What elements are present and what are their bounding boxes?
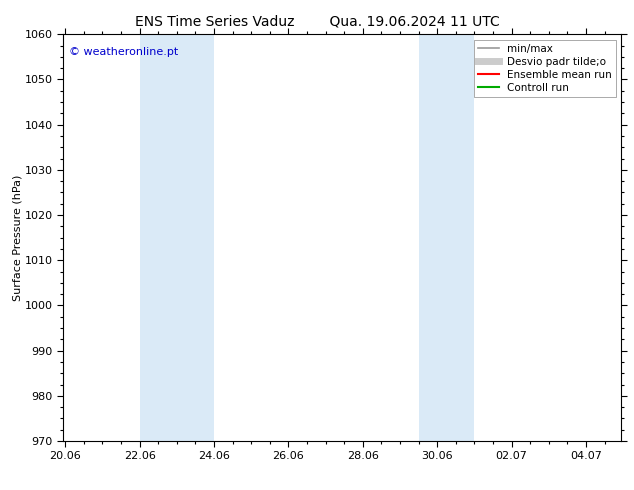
Text: © weatheronline.pt: © weatheronline.pt xyxy=(69,47,178,56)
Text: ENS Time Series Vaduz        Qua. 19.06.2024 11 UTC: ENS Time Series Vaduz Qua. 19.06.2024 11… xyxy=(134,15,500,29)
Y-axis label: Surface Pressure (hPa): Surface Pressure (hPa) xyxy=(12,174,22,301)
Bar xyxy=(139,34,214,441)
Legend: min/max, Desvio padr tilde;o, Ensemble mean run, Controll run: min/max, Desvio padr tilde;o, Ensemble m… xyxy=(474,40,616,97)
Bar xyxy=(418,34,474,441)
